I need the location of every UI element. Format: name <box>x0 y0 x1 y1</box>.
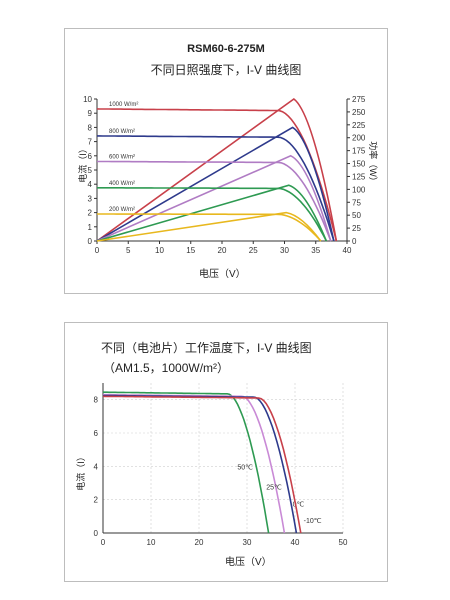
x-tick-label: 25 <box>249 246 258 255</box>
iv-curve-series <box>103 393 286 534</box>
y-tick-label: 1 <box>88 223 93 232</box>
series-label: 50℃ <box>237 465 253 472</box>
y-tick-label: 8 <box>94 396 99 405</box>
y-tick-label: 3 <box>88 194 93 203</box>
y-tick-label: 4 <box>94 462 99 471</box>
y-tick-label: 2 <box>94 496 99 505</box>
y2-tick-label: 50 <box>352 211 361 220</box>
x-tick-label: 40 <box>291 538 300 547</box>
chart-subtitle: 不同日照强度下，I-V 曲线图 <box>150 63 302 77</box>
series-label: 200 W/m² <box>109 207 135 213</box>
x-tick-label: 20 <box>218 246 227 255</box>
power-curve-series <box>96 126 335 242</box>
y2-tick-label: 250 <box>352 108 366 117</box>
series-label: 25℃ <box>266 485 282 492</box>
iv-curve-series <box>97 187 328 242</box>
y2-tick-label: 200 <box>352 134 366 143</box>
y-tick-label: 7 <box>88 138 93 147</box>
y2-tick-label: 100 <box>352 185 366 194</box>
y2-tick-label: 25 <box>352 224 361 233</box>
series-label: 400 W/m² <box>109 181 135 187</box>
power-curve-series <box>96 184 328 242</box>
chart-plot-temperature: 0 10 20 30 40 50 0 2 4 6 8 50℃ 25℃ 0℃ -10℃ <box>94 383 348 547</box>
x-tick-label: 10 <box>147 538 156 547</box>
x-axis-label: 电压（V） <box>225 557 272 568</box>
x-tick-label: 50 <box>339 538 348 547</box>
chart-subtitle: （AM1.5，1000W/m²） <box>103 361 230 375</box>
x-tick-label: 0 <box>101 538 106 547</box>
y2-tick-label: 125 <box>352 172 366 181</box>
y-tick-label: 9 <box>88 109 93 118</box>
y-tick-label: 8 <box>88 123 93 132</box>
power-curve-series <box>96 211 322 242</box>
iv-curve-series <box>97 213 322 242</box>
iv-curve-series <box>103 391 270 534</box>
chart-title: 不同（电池片）工作温度下，I-V 曲线图 <box>101 341 312 355</box>
chart-title: RSM60-6-275M <box>187 43 265 55</box>
x-tick-label: 35 <box>311 246 320 255</box>
x-tick-label: 5 <box>126 246 131 255</box>
iv-curve-series <box>97 160 332 242</box>
series-label: 1000 W/m² <box>109 102 138 108</box>
y-tick-label: 5 <box>88 166 93 175</box>
power-curve-series <box>96 98 338 242</box>
x-tick-label: 30 <box>280 246 289 255</box>
iv-curve-series <box>96 108 338 242</box>
chart-panel-irradiance: RSM60-6-275M 不同日照强度下，I-V 曲线图 电流（I） 功率（W）… <box>64 28 388 294</box>
series-label: -10℃ <box>304 518 322 525</box>
y2-tick-label: 150 <box>352 160 366 169</box>
y2-tick-label: 275 <box>352 95 366 104</box>
iv-curve-series <box>97 135 335 242</box>
y-tick-label: 6 <box>94 429 99 438</box>
y-tick-label: 0 <box>88 237 93 246</box>
iv-curve-series <box>103 394 298 534</box>
series-label: 600 W/m² <box>109 154 135 160</box>
x-tick-label: 40 <box>343 246 352 255</box>
y-tick-label: 6 <box>88 152 93 161</box>
y-tick-label: 10 <box>83 95 92 104</box>
x-tick-label: 10 <box>155 246 164 255</box>
x-tick-label: 0 <box>95 246 100 255</box>
series-label: 0℃ <box>293 501 305 508</box>
y-tick-label: 4 <box>88 180 93 189</box>
series-label: 800 W/m² <box>109 129 135 135</box>
chart-panel-temperature: 不同（电池片）工作温度下，I-V 曲线图 （AM1.5，1000W/m²） 电流… <box>64 322 388 582</box>
x-axis-label: 电压（V） <box>199 269 246 280</box>
y2-tick-label: 175 <box>352 147 366 156</box>
y-tick-label: 0 <box>94 529 99 538</box>
x-tick-label: 20 <box>195 538 204 547</box>
iv-curve-series <box>102 395 302 534</box>
x-tick-label: 30 <box>243 538 252 547</box>
power-curve-series <box>96 154 332 242</box>
y-tick-label: 2 <box>88 209 93 218</box>
y2-tick-label: 75 <box>352 198 361 207</box>
chart-plot-irradiance: 0 5 10 15 20 25 30 35 40012345678910025507510012… <box>83 95 366 255</box>
y2-tick-label: 0 <box>352 237 357 246</box>
x-tick-label: 15 <box>186 246 195 255</box>
y2-tick-label: 225 <box>352 121 366 130</box>
